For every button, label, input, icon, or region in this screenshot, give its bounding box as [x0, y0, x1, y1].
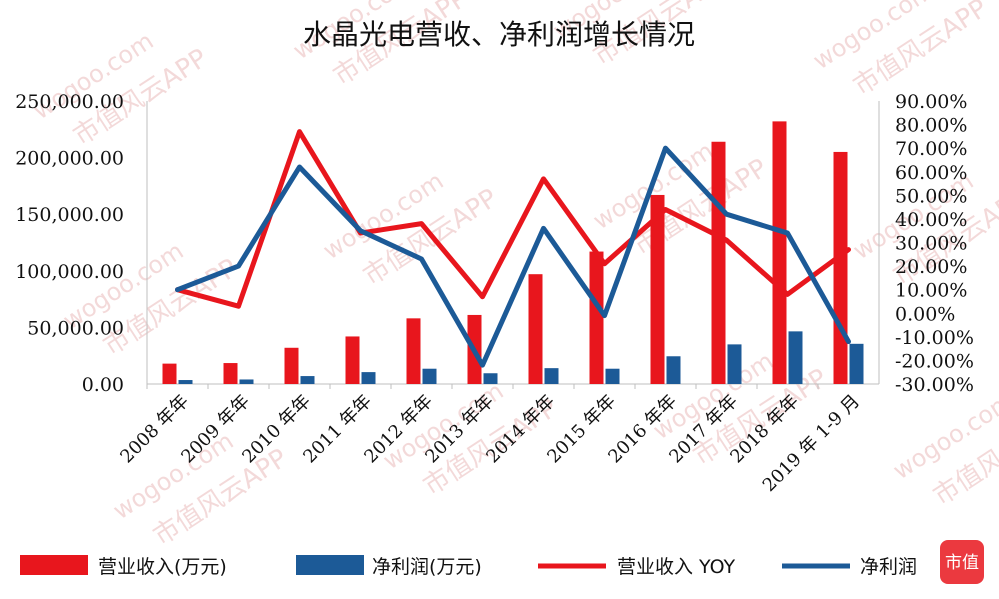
net-profit-bar [788, 331, 803, 384]
legend-item: 营业收入 YOY [538, 556, 736, 578]
right-y-tick-label: -20.00% [895, 350, 974, 372]
legend-label: 净利润(万元) [372, 556, 482, 578]
right-y-tick-label: 40.00% [895, 209, 967, 231]
left-y-tick-label: 0.00 [82, 374, 124, 396]
right-y-tick-label: -10.00% [895, 327, 974, 349]
lines [175, 129, 851, 368]
legend-item: 净利润(万元) [296, 555, 482, 578]
revenue-yoy-line [175, 129, 851, 309]
revenue-bar [711, 141, 726, 384]
right-y-tick-label: 70.00% [895, 138, 967, 160]
left-y-tick-label: 200,000.00 [15, 148, 124, 170]
revenue-bar [650, 194, 665, 384]
revenue-bar [833, 151, 848, 384]
net-profit-bar [544, 368, 559, 384]
legend-item: 营业收入(万元) [20, 555, 227, 578]
net-profit-bar [422, 368, 437, 384]
left-y-tick-label: 100,000.00 [15, 261, 124, 283]
net-profit-bar [239, 379, 254, 384]
left-y-tick-label: 50,000.00 [27, 317, 124, 339]
legend: 营业收入(万元) 净利润(万元) 营业收入 YOY 净利润 [20, 555, 917, 578]
revenue-bar [284, 347, 299, 384]
right-y-tick-label: 10.00% [895, 280, 967, 302]
legend-label: 净利润 [860, 556, 917, 578]
right-y-tick-label: -30.00% [895, 374, 974, 396]
chart-title: 水晶光电营收、净利润增长情况 [303, 18, 695, 51]
net-profit-bar [605, 368, 620, 384]
net-profit-bar [300, 376, 315, 384]
right-y-tick-label: 20.00% [895, 256, 967, 278]
right-y-tick-label: 90.00% [895, 91, 967, 113]
revenue-bar [162, 363, 177, 384]
net-profit-bar [178, 380, 193, 384]
legend-label: 营业收入(万元) [98, 556, 227, 578]
legend-swatch [20, 555, 88, 575]
revenue-bar [223, 363, 238, 384]
right-y-tick-label: 60.00% [895, 162, 967, 184]
right-y-tick-label: 80.00% [895, 115, 967, 137]
net-profit-bar [849, 343, 864, 384]
net-profit-bar [666, 356, 681, 384]
right-y-tick-label: 30.00% [895, 233, 967, 255]
legend-swatch [296, 555, 364, 575]
legend-item: 净利润 [782, 556, 917, 578]
left-y-tick-label: 150,000.00 [15, 204, 124, 226]
revenue-bar [406, 318, 421, 384]
badge-text: 市值 [945, 553, 979, 573]
net-profit-bar [727, 344, 742, 384]
right-y-tick-label: 50.00% [895, 185, 967, 207]
badge-icon [940, 540, 984, 584]
right-y-tick-label: 0.00% [895, 303, 955, 325]
axes [146, 101, 880, 389]
legend-label: 营业收入 YOY [617, 556, 736, 578]
revenue-bar [528, 274, 543, 384]
left-y-tick-label: 250,000.00 [15, 91, 124, 113]
revenue-bar [772, 121, 787, 384]
brand-badge: 市值 [940, 540, 984, 584]
revenue-bar [345, 336, 360, 384]
net-profit-bar [483, 373, 498, 384]
net-profit-bar [361, 372, 376, 384]
revenue-bar [589, 251, 604, 384]
net-profit-yoy-line [175, 145, 851, 368]
